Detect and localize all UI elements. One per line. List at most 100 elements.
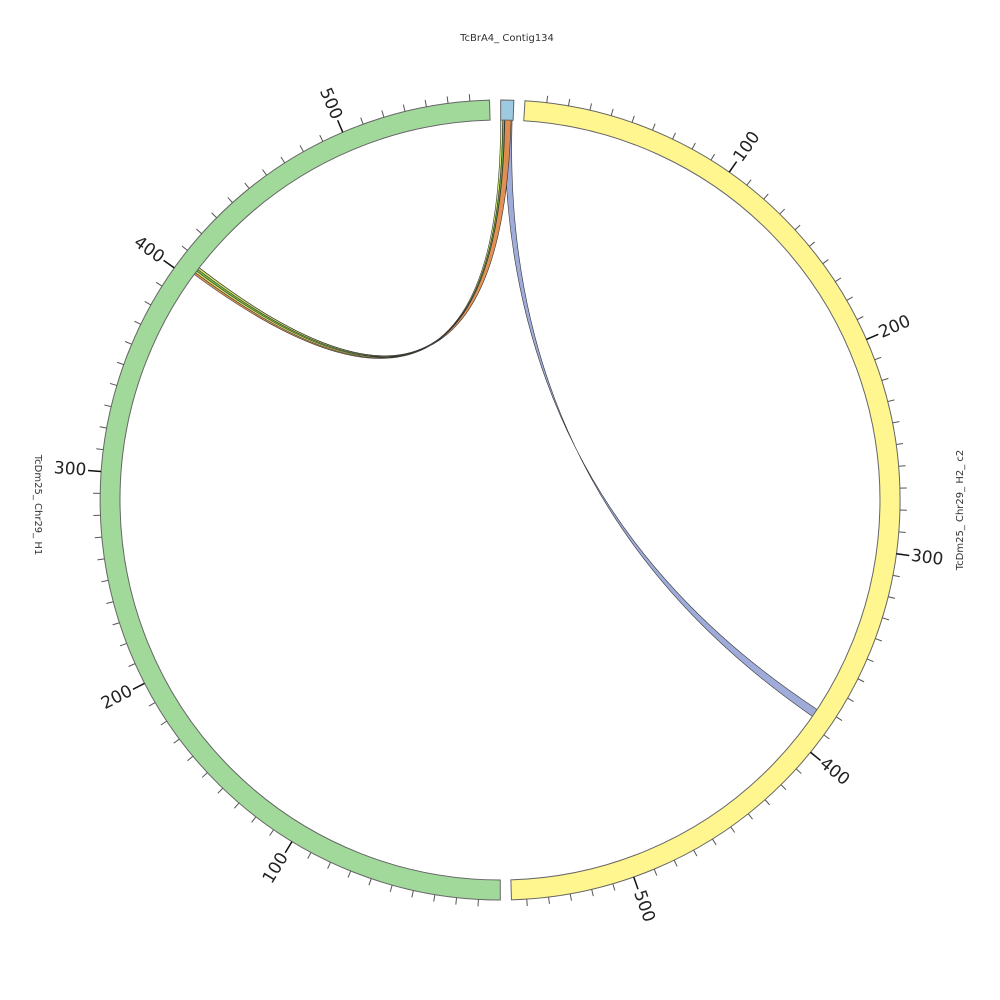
major-tick [809,751,822,762]
minor-tick [631,115,635,123]
minor-tick [672,132,676,140]
minor-tick [116,361,124,366]
minor-tick [610,108,614,116]
minor-tick [119,642,127,647]
minor-tick [794,224,801,231]
minor-tick [847,697,854,702]
minor-tick [389,885,393,893]
minor-tick [327,862,332,869]
minor-tick [433,894,436,902]
minor-tick [763,193,769,200]
minor-tick [319,134,324,142]
tick-label: 500 [315,85,346,123]
tick-label: 100 [259,849,293,887]
minor-tick [347,870,352,878]
minor-tick [896,443,904,446]
minor-tick [181,245,188,251]
major-tick [896,552,910,557]
minor-tick [693,849,698,857]
minor-tick [455,897,458,905]
segment-name: TcDm25_ Chr29_ H1 [32,454,43,555]
minor-tick [411,890,414,898]
minor-tick [747,813,753,820]
minor-tick [866,658,874,663]
minor-tick [262,169,267,176]
minor-tick [822,259,829,265]
minor-tick [834,277,842,283]
segment-arc [99,99,501,901]
minor-tick [892,421,900,424]
tick-label: 300 [910,546,945,570]
tick-label: 400 [816,754,854,790]
minor-tick [307,852,312,859]
minor-tick [898,531,906,533]
minor-tick [779,208,785,215]
minor-tick [360,117,364,125]
minor-tick [97,558,105,561]
minor-tick [94,536,102,539]
tick-label: 400 [130,232,168,267]
minor-tick [591,889,594,897]
major-tick [87,469,102,473]
minor-tick [155,281,163,287]
minor-tick [808,241,816,247]
minor-tick [612,883,616,891]
minor-tick [251,816,257,823]
minor-tick [857,678,865,683]
segment-arc [510,100,901,901]
tick-label: 100 [729,128,764,166]
minor-tick [673,859,678,867]
minor-tick [173,738,180,744]
segment-arc [500,99,515,121]
links [193,119,818,717]
major-tick [866,333,879,341]
minor-tick [548,896,550,905]
minor-tick [764,799,771,806]
minor-tick [233,802,240,809]
minor-tick [887,399,895,403]
segment-name: TcDm25_ Chr29_ H2_ c2 [955,450,966,572]
minor-tick [187,755,194,762]
minor-tick [856,316,864,321]
minor-tick [712,838,717,846]
minor-tick [280,156,286,164]
minor-tick [569,893,572,901]
minor-tick [201,772,208,778]
link [193,119,512,359]
minor-tick [653,868,658,876]
minor-tick [104,404,112,408]
minor-tick [211,212,217,219]
major-tick [132,682,145,690]
minor-tick [589,103,593,111]
minor-tick [652,123,656,131]
minor-tick [468,94,471,102]
minor-tick [217,787,224,794]
tick-label: 200 [98,681,136,714]
minor-tick [846,296,853,301]
minor-tick [888,596,896,599]
minor-tick [128,663,136,667]
minor-tick [823,734,830,740]
minor-tick [227,197,233,203]
minor-tick [730,826,736,833]
minor-tick [134,320,141,325]
tick-label: 200 [876,311,914,342]
minor-tick [96,448,104,451]
minor-tick [567,98,571,106]
minor-tick [299,145,304,152]
minor-tick [381,110,385,118]
minor-tick [101,579,109,583]
minor-tick [898,465,906,467]
minor-tick [424,99,427,107]
minor-tick [244,182,250,189]
minor-tick [892,574,900,578]
minor-tick [144,301,152,306]
minor-tick [124,341,132,345]
tick-label: 300 [53,458,87,480]
major-tick [728,161,738,173]
major-tick [284,841,293,854]
minor-tick [109,382,117,386]
minor-tick [196,228,202,235]
